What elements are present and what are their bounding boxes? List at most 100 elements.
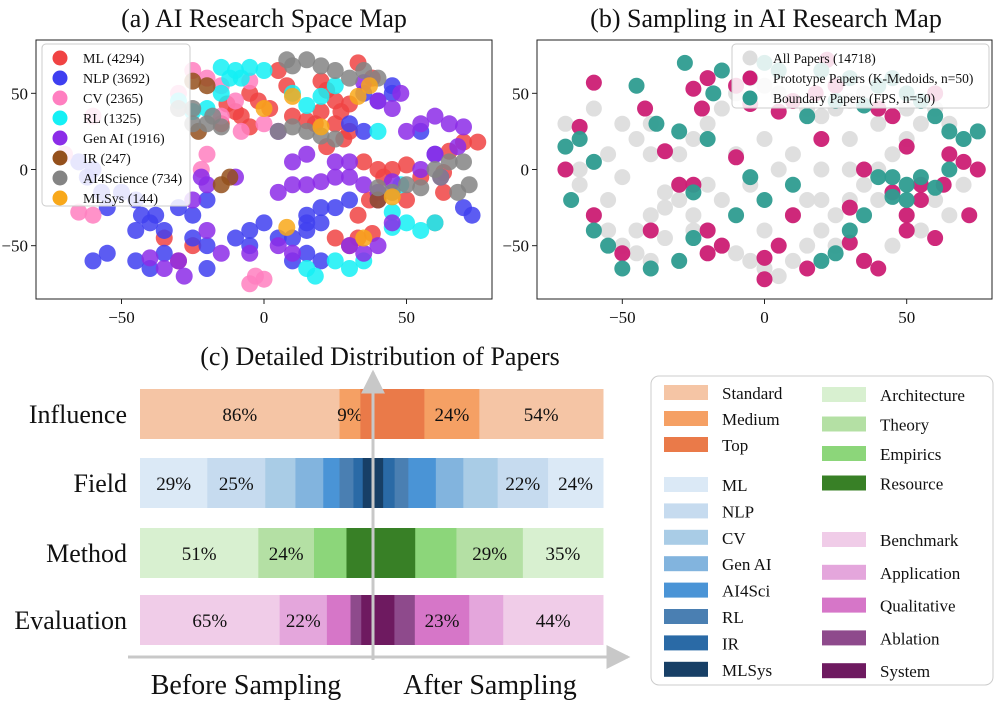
scatter-point [432,168,450,186]
scatter-point [813,108,830,125]
scatter-point [563,191,580,208]
bar-data-label: 65% [192,611,227,632]
scatter-point [841,234,858,251]
scatter-point [255,115,273,133]
scatter-point [155,244,173,262]
scatter-point [671,252,688,269]
scatter-point [355,122,373,140]
bar-segment-after-gen-ai [435,458,464,508]
bar-segment-before-medium [339,389,361,439]
legend-label-nlp: NLP [722,502,754,521]
scatter-point [312,118,330,136]
scatter-point [912,169,929,186]
panel-b-legend: All Papers (14718) Prototype Papers (K-Me… [731,43,990,109]
scatter-point [884,237,901,254]
bar-segment-after-top [374,389,425,439]
scatter-point [369,179,387,197]
scatter-point [369,92,387,110]
legend-name: AI4Science [83,172,148,187]
legend-swatch-standard [664,385,708,400]
bar-segment-after-architecture [522,528,604,578]
scatter-point [269,183,287,201]
legend-count: (1325) [104,112,142,127]
scatter-point [369,122,387,140]
scatter-point [298,176,316,194]
scatter-point [326,77,344,95]
scatter-point [326,61,344,79]
legend-box [650,375,994,686]
scatter-point [398,214,415,232]
scatter-point [585,207,602,224]
legend-label-cv: CV (2365) [83,92,143,107]
y-tick-label: 50 [11,84,28,103]
scatter-point [813,131,830,148]
scatter-point [713,191,730,208]
bar-data-label: 25% [219,474,254,495]
row-label: Influence [29,400,127,429]
scatter-point [813,191,830,208]
scatter-point [326,199,344,217]
scatter-point [221,69,239,87]
legend-name: RL [83,112,100,127]
legend-swatch-rl [664,609,708,624]
legend-marker-nlp [52,70,68,86]
row-evaluation: Evaluation 65% 22% 23% 44% [14,595,604,645]
bar-segment-before-ablation [350,595,362,645]
legend-marker-boundary-papers-fps-n-50 [742,90,758,106]
scatter-point [685,230,702,247]
legend-label-medium: Medium [722,410,780,429]
legend-swatch-theory [822,416,866,432]
scatter-point [298,51,316,69]
scatter-point [298,244,316,262]
scatter-point [961,207,978,224]
panel-c-legend: Standard Medium Top ML NLP CV Gen AI AI4Sci RL IR… [650,375,994,686]
legend-name: IR [83,152,98,167]
scatter-point [870,191,887,208]
scatter-point [770,161,787,178]
legend-label-ml: ML (4294) [83,52,145,67]
scatter-point [685,80,702,97]
scatter-point [175,267,193,285]
scatter-point [671,123,688,140]
scatter-point [355,229,373,247]
legend-name: MLSys [83,192,124,207]
scatter-point [628,245,645,262]
legend-swatch-mlsys [664,661,708,677]
scatter-point [355,176,373,194]
bar-segment-before-resource [346,528,373,578]
scatter-point [412,179,430,197]
legend-name: NLP [83,72,110,87]
scatter-point [284,118,301,136]
scatter-point [246,267,264,285]
scatter-point [198,260,216,278]
scatter-point [912,191,929,208]
scatter-point [84,252,102,270]
scatter-point [585,100,602,117]
scatter-point [298,214,316,232]
bar-segment-after-standard [479,389,604,439]
scatter-point [656,184,673,201]
scatter-point [383,214,401,232]
scatter-point [648,115,665,132]
bar-segment-after-qualitative [414,595,470,645]
legend-label-resource: Resource [880,475,943,494]
scatter-point [469,133,487,151]
legend-label-rl: RL (1325) [83,112,142,127]
scatter-point [212,118,230,136]
scatter-point [705,85,722,102]
scatter-point [284,87,301,105]
scatter-point [312,214,330,232]
scatter-point [557,161,574,178]
panel-c-title: (c) Detailed Distribution of Papers [200,342,560,371]
scatter-point [699,70,716,87]
legend-swatch-ablation [822,630,866,646]
scatter-point [685,207,702,224]
scatter-point [884,188,901,205]
legend-name: ML [83,52,103,67]
scatter-point [585,153,602,170]
scatter-point [341,168,358,186]
scatter-point [656,230,673,247]
bar-data-label: 54% [524,405,559,426]
bar-segment-before-top [360,389,373,439]
after-sampling-label: After Sampling [403,670,576,701]
